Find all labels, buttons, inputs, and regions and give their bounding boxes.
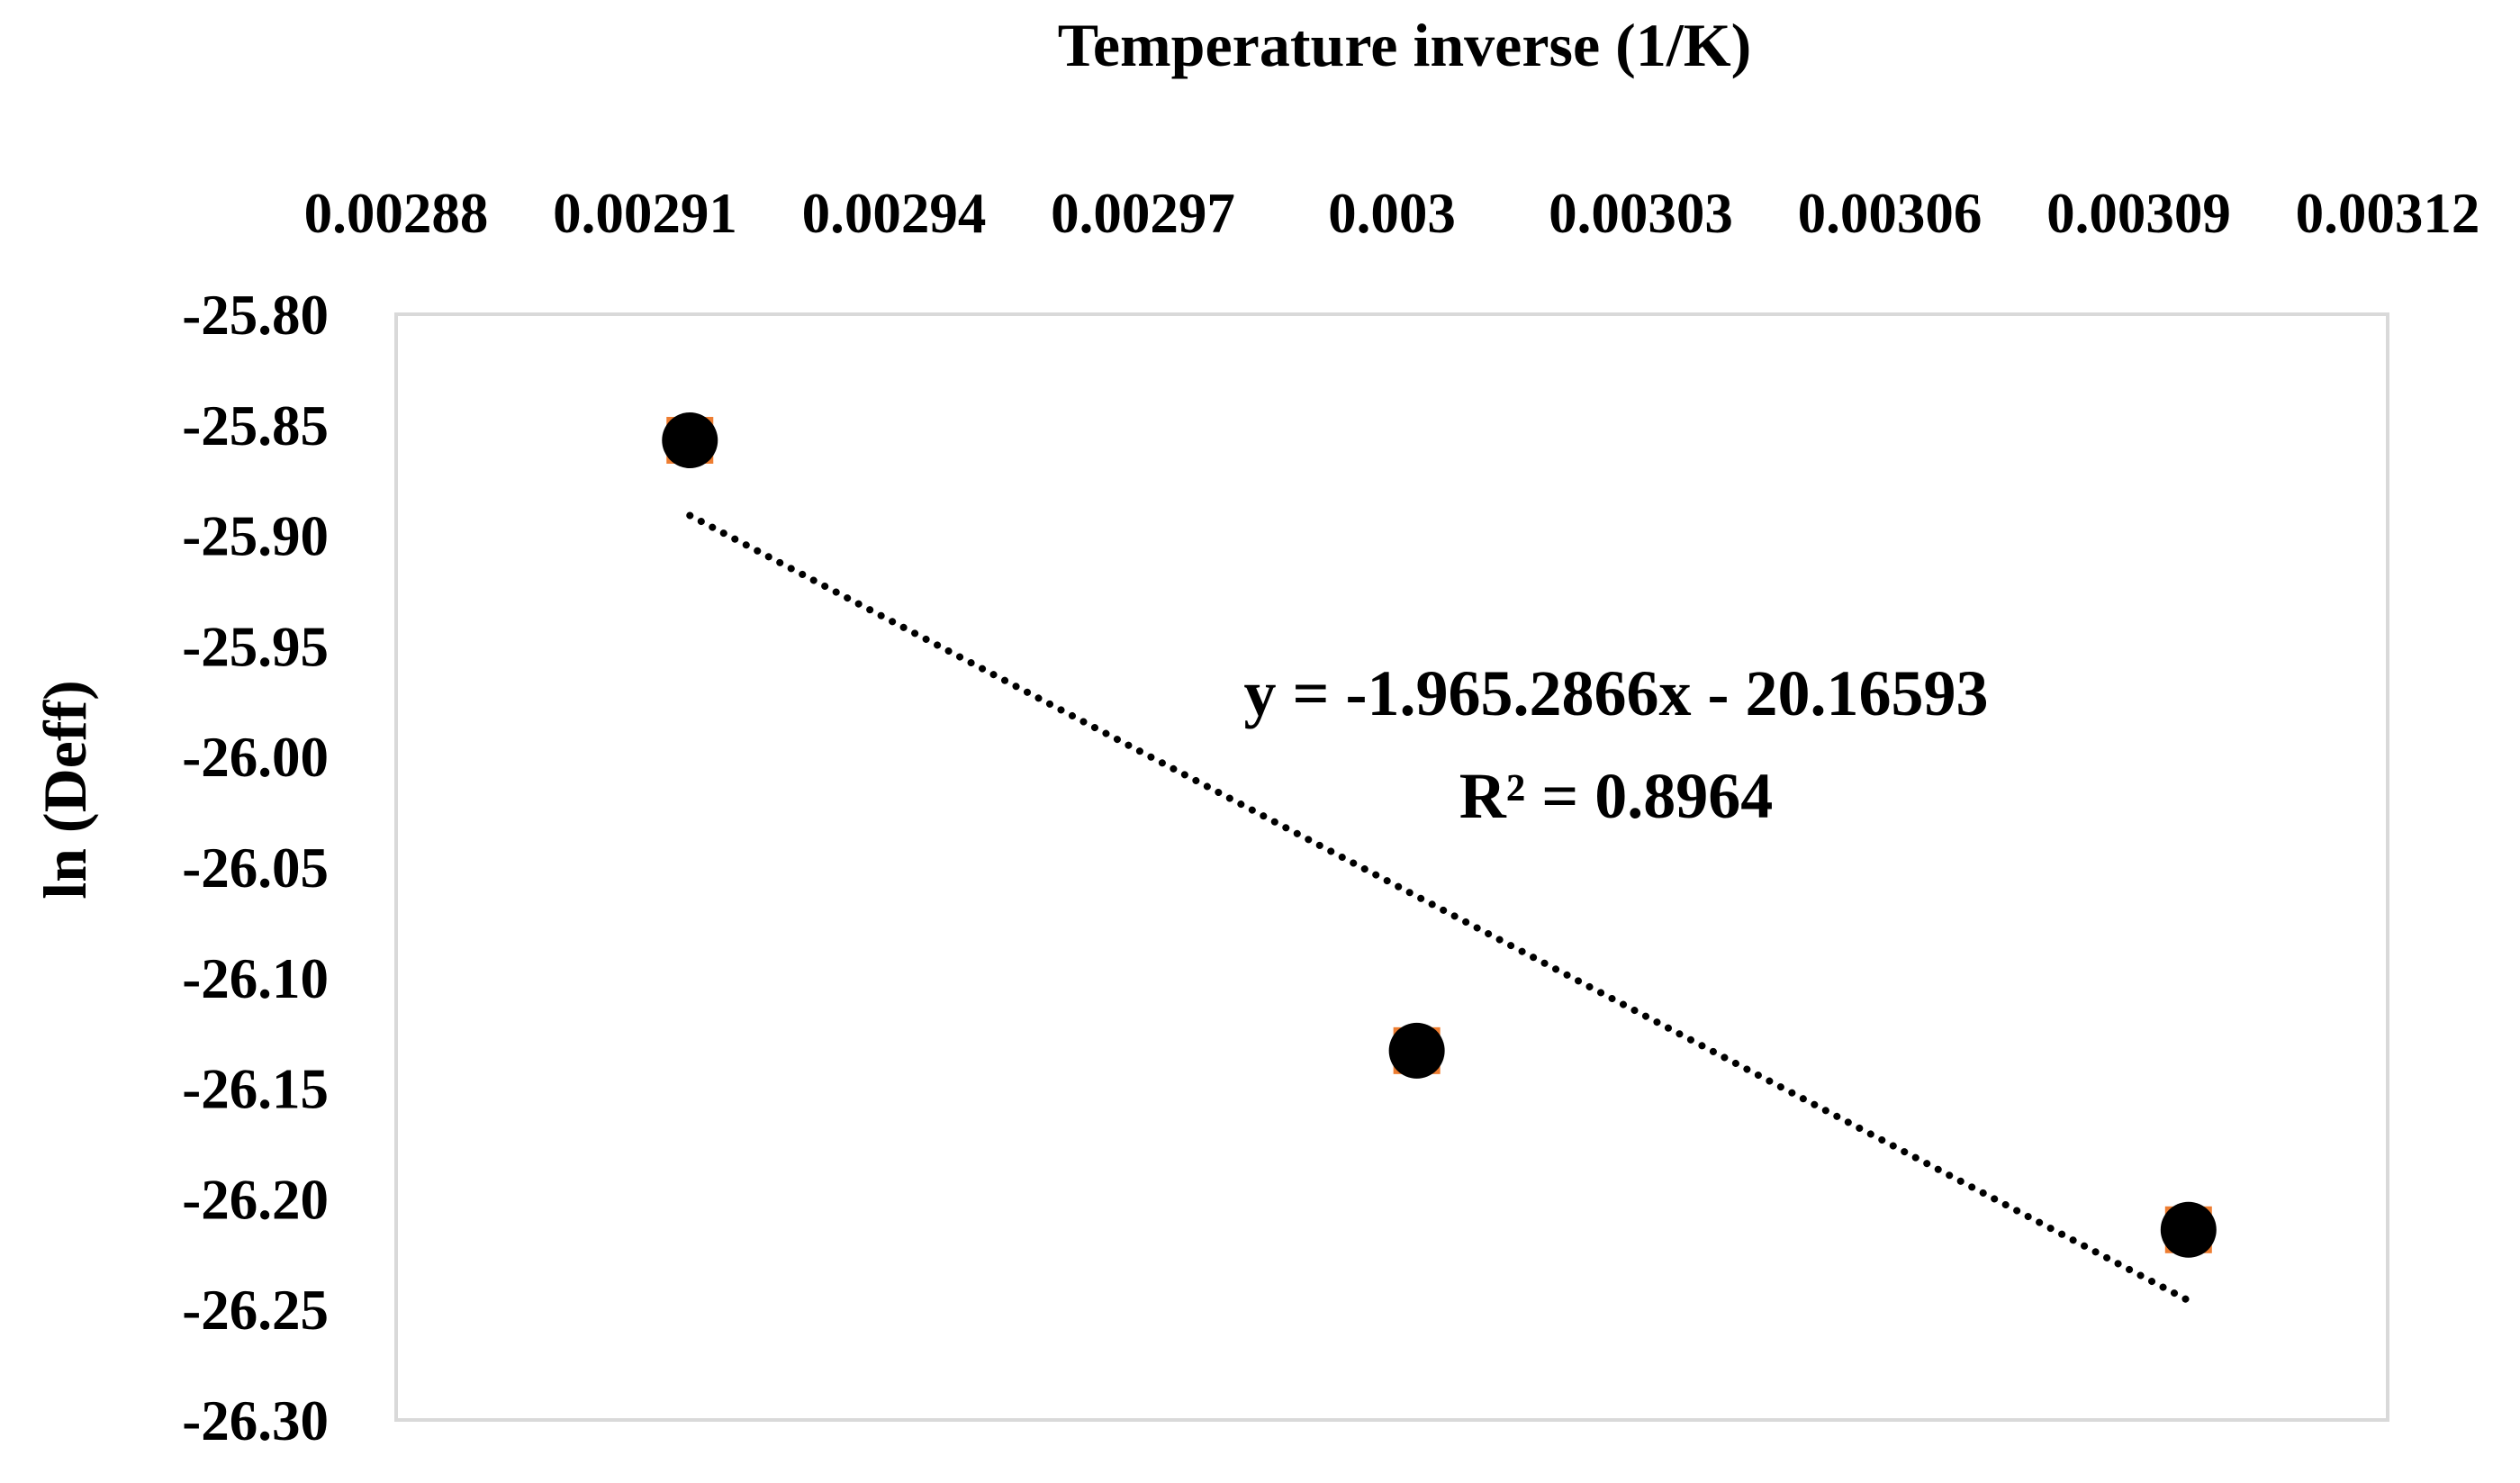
data-point	[1388, 1022, 1445, 1079]
y-tick-label: -26.20	[182, 1168, 329, 1231]
y-tick-label: -26.00	[182, 726, 329, 789]
x-tick-label: 0.00306	[1798, 182, 1983, 245]
plot-area-border	[394, 312, 2389, 1422]
x-tick-label: 0.00312	[2296, 182, 2480, 245]
x-tick-label: 0.00303	[1549, 182, 1733, 245]
y-axis-title: ln (Deff)	[31, 680, 99, 900]
x-tick-labels: 0.00288 0.00291 0.00294 0.00297 0.003 0.00303…	[304, 182, 2480, 245]
x-tick-label: 0.00294	[802, 182, 987, 245]
y-tick-label: -25.80	[182, 284, 329, 347]
trendline	[686, 511, 2192, 1305]
data-points	[662, 411, 2217, 1258]
y-tick-label: -26.10	[182, 947, 329, 1010]
x-axis-title: Temperature inverse (1/K)	[1058, 11, 1752, 79]
trendline-equation: y = -1.965.2866x - 20.16593	[1244, 657, 1989, 729]
x-tick-label: 0.00309	[2046, 182, 2231, 245]
data-point	[662, 411, 718, 468]
x-tick-label: 0.00288	[304, 182, 489, 245]
y-tick-labels: -25.80 -25.85 -25.90 -25.95 -26.00 -26.05 -26.…	[182, 284, 329, 1452]
y-tick-label: -25.85	[182, 394, 329, 457]
y-tick-label: -26.25	[182, 1279, 329, 1342]
y-tick-label: -25.90	[182, 505, 329, 568]
trendline-r-squared: R² = 0.8964	[1459, 760, 1774, 832]
y-tick-label: -26.15	[182, 1058, 329, 1121]
data-point	[2160, 1201, 2217, 1258]
y-tick-label: -26.30	[182, 1389, 329, 1452]
x-tick-label: 0.00297	[1051, 182, 1235, 245]
y-tick-label: -25.95	[182, 615, 329, 678]
x-tick-label: 0.00291	[553, 182, 737, 245]
y-tick-label: -26.05	[182, 836, 329, 900]
x-tick-label: 0.003	[1328, 182, 1456, 245]
